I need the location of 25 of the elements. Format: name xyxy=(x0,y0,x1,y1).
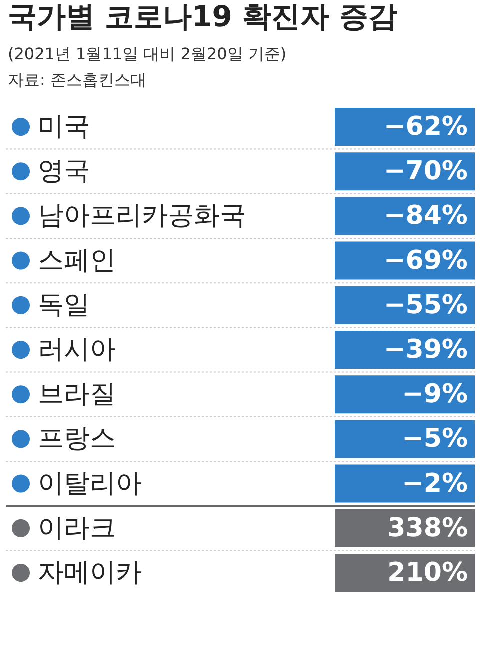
data-label: −9% xyxy=(402,380,468,410)
category-label: 스페인 xyxy=(38,246,116,276)
category-label: 브라질 xyxy=(38,380,116,410)
data-label: 210% xyxy=(388,558,468,588)
category-label: 러시아 xyxy=(38,335,116,365)
category-label: 영국 xyxy=(38,156,90,187)
data-label: −69% xyxy=(384,246,468,276)
data-label: −84% xyxy=(384,201,468,232)
text: 국가별 코로나19 확진자 증감 xyxy=(8,0,398,34)
data-label: −70% xyxy=(384,156,468,187)
category-label: 미국 xyxy=(38,112,90,142)
data-label: −39% xyxy=(384,335,468,365)
category-label: 이탈리아 xyxy=(38,468,142,499)
category-label: 프랑스 xyxy=(38,424,116,454)
text: (2021년 1월11일 대비 2월20일 기준) xyxy=(8,44,287,64)
category-label: 남아프리카공화국 xyxy=(38,201,246,232)
data-label: −5% xyxy=(402,424,468,454)
category-label: 이라크 xyxy=(38,513,116,544)
category-label: 독일 xyxy=(38,290,90,320)
category-label: 자메이카 xyxy=(38,558,142,588)
data-label: −62% xyxy=(384,112,468,142)
data-label: −55% xyxy=(384,290,468,320)
data-label: −2% xyxy=(402,468,468,499)
data-label: 338% xyxy=(388,513,468,544)
text: 자료: 존스홉킨스대 xyxy=(8,70,146,90)
